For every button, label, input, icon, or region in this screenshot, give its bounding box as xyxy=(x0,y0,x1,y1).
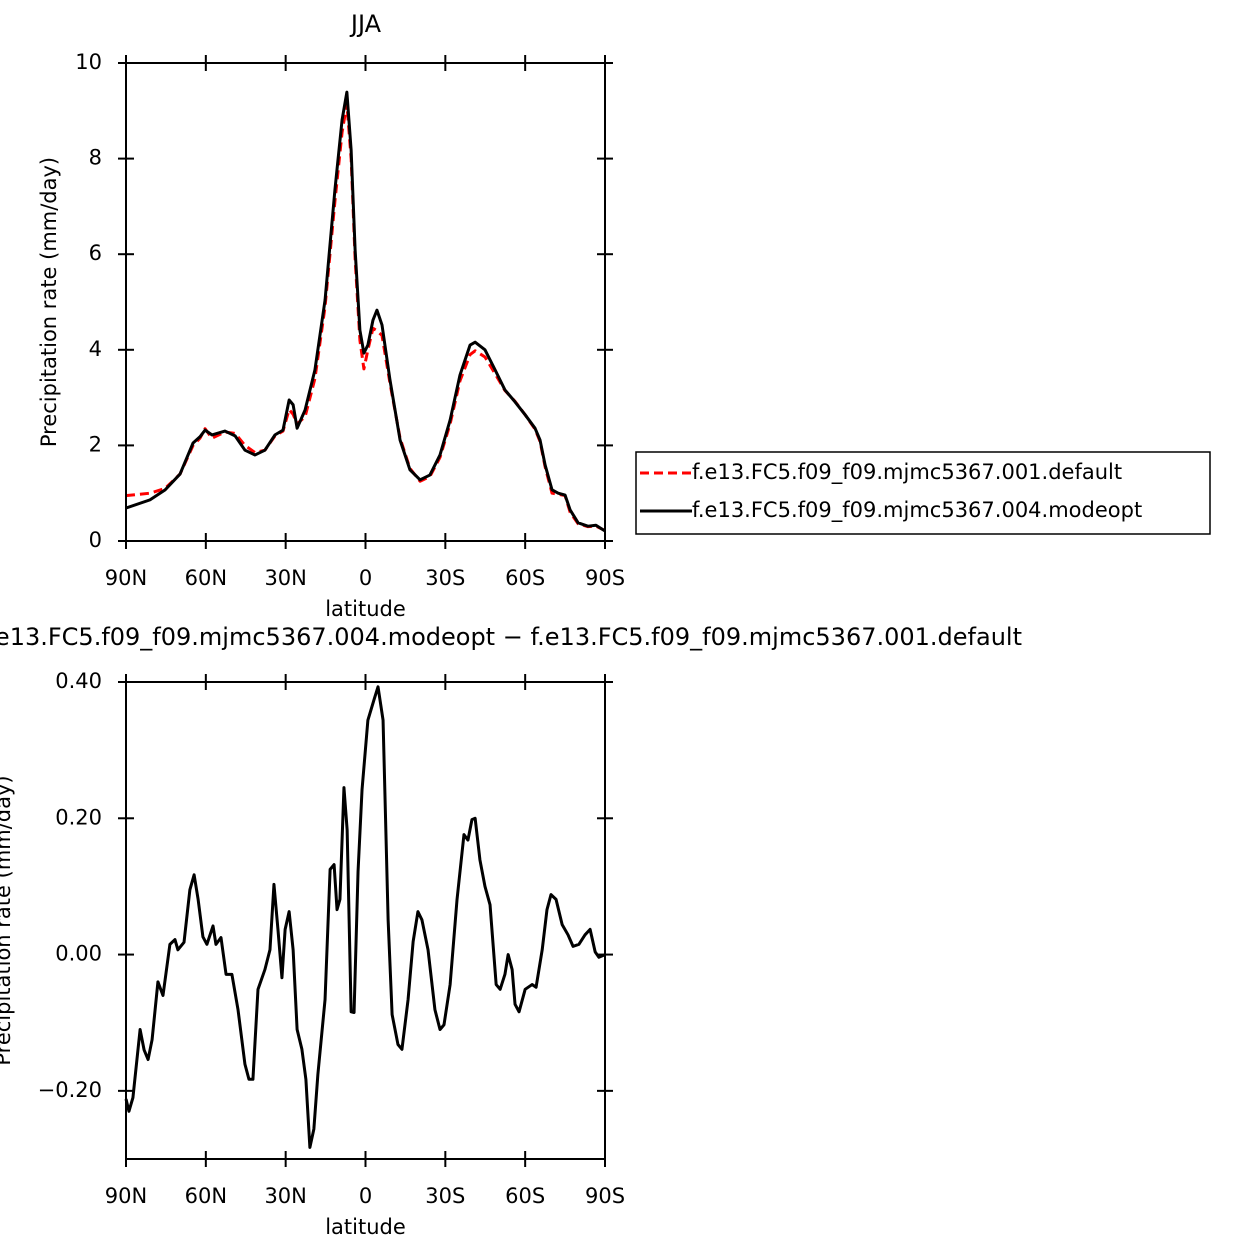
plot-frame xyxy=(125,62,606,542)
y-axis-label: Precipitation rate (mm/day) xyxy=(0,775,15,1065)
x-tick-label: 0 xyxy=(359,1184,372,1208)
data-line xyxy=(124,685,606,1149)
y-tick-label: 6 xyxy=(89,241,102,265)
x-tick-label: 60N xyxy=(185,566,227,590)
legend-label: f.e13.FC5.f09_f09.mjmc5367.001.default xyxy=(692,460,1122,485)
data-line xyxy=(125,102,606,532)
y-tick-label: 4 xyxy=(89,337,102,361)
y-tick-label: 0.00 xyxy=(55,942,102,966)
y-axis-label: Precipitation rate (mm/day) xyxy=(37,157,61,447)
y-tick-label: 10 xyxy=(75,50,102,74)
x-tick-label: 60S xyxy=(505,1184,545,1208)
plot-frame xyxy=(125,681,606,1160)
x-tick-label: 90N xyxy=(105,1184,147,1208)
x-tick-label: 90N xyxy=(105,566,147,590)
chart-title: f.e13.FC5.f09_f09.mjmc5367.004.modeopt −… xyxy=(0,623,1022,651)
x-axis-label: latitude xyxy=(325,1215,406,1239)
x-axis-label: latitude xyxy=(325,597,406,621)
legend-label: f.e13.FC5.f09_f09.mjmc5367.004.modeopt xyxy=(692,498,1142,523)
y-tick-label: −0.20 xyxy=(38,1078,102,1102)
data-line xyxy=(125,90,606,533)
x-tick-label: 60S xyxy=(505,566,545,590)
x-tick-label: 30S xyxy=(425,1184,465,1208)
y-tick-label: 0.40 xyxy=(55,669,102,693)
y-tick-label: 0.20 xyxy=(55,805,102,829)
x-tick-label: 30N xyxy=(264,1184,306,1208)
y-tick-label: 8 xyxy=(89,146,102,170)
x-tick-label: 0 xyxy=(359,566,372,590)
y-tick-label: 2 xyxy=(89,432,102,456)
x-tick-label: 30S xyxy=(425,566,465,590)
legend-box xyxy=(635,451,1211,535)
y-tick-label: 0 xyxy=(89,528,102,552)
x-tick-label: 30N xyxy=(264,566,306,590)
x-tick-label: 90S xyxy=(585,1184,625,1208)
chart-title: JJA xyxy=(349,10,382,38)
x-tick-label: 60N xyxy=(185,1184,227,1208)
x-tick-label: 90S xyxy=(585,566,625,590)
